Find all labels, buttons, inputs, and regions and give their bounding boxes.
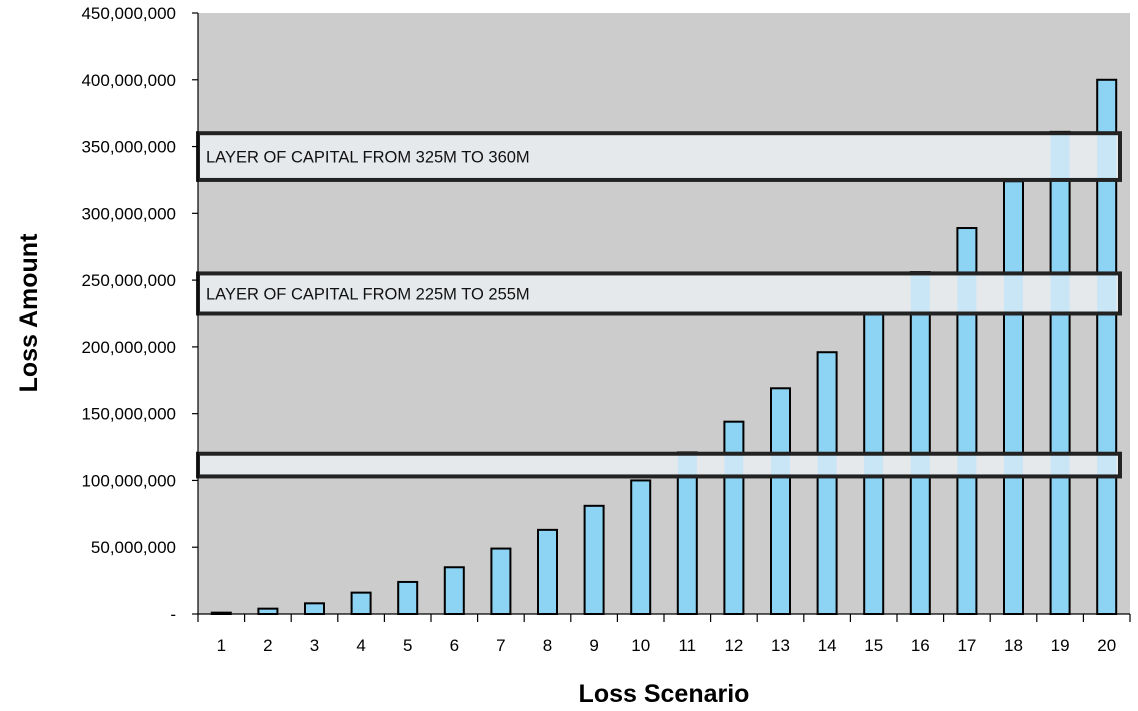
bar-13 [770, 387, 791, 616]
band-bar-segment [1050, 453, 1070, 477]
bar-4 [350, 591, 372, 616]
x-tick-label: 11 [678, 636, 696, 655]
band-bar-segment [1097, 133, 1117, 180]
bar-10 [630, 479, 652, 615]
bar-7 [490, 547, 512, 615]
y-tick-label: 250,000,000 [81, 271, 176, 290]
x-tick-label: 13 [771, 636, 790, 655]
band-bar-segment [1050, 133, 1070, 180]
x-tick-label: 3 [310, 636, 319, 655]
band-bar-segment [677, 453, 697, 477]
bar-6 [443, 566, 465, 616]
bar-14 [816, 351, 838, 615]
band-bar-segment [910, 273, 930, 314]
band-bar-segment [957, 273, 977, 314]
y-tick-label: - [170, 605, 176, 624]
band-bar-segment [1004, 273, 1023, 314]
bar-3 [304, 602, 325, 616]
x-tick-label: 5 [403, 636, 412, 655]
x-tick-label: 12 [724, 636, 743, 655]
band-bar-segment [957, 453, 977, 477]
x-tick-label: 10 [631, 636, 650, 655]
bar-8 [537, 528, 558, 615]
band-bar-segment [910, 453, 930, 477]
band-bar-segment [724, 453, 744, 477]
x-axis-ticks: 1 2 3 4 5 6 7 8 9 10 11 12 13 14 15 16 17 18 19 20 [197, 614, 1131, 655]
y-axis-title: Loss Amount [15, 233, 43, 392]
capital-layer-band-3-fill [198, 453, 1120, 477]
x-tick-label: 7 [496, 636, 505, 655]
band-bar-segment [771, 453, 790, 477]
x-tick-label: 2 [263, 636, 272, 655]
x-tick-label: 4 [356, 636, 365, 655]
band-bar-segment [1097, 273, 1117, 314]
band-bar-segment [1004, 453, 1023, 477]
x-tick-label: 14 [818, 636, 837, 655]
capital-layer-label-2: LAYER OF CAPITAL FROM 225M TO 255M [206, 285, 530, 303]
x-tick-label: 18 [1004, 636, 1023, 655]
bar-2 [257, 607, 279, 615]
band-bar-segment [864, 453, 884, 477]
y-tick-label: 100,000,000 [81, 471, 176, 490]
y-tick-label: 400,000,000 [81, 71, 176, 90]
x-tick-label: 15 [864, 636, 883, 655]
y-tick-label: 300,000,000 [81, 204, 176, 223]
capital-layer-band-1-fill [198, 133, 1120, 180]
x-axis-title: Loss Scenario [579, 680, 750, 708]
x-tick-label: 8 [543, 636, 552, 655]
x-tick-label: 16 [911, 636, 930, 655]
x-tick-label: 19 [1051, 636, 1070, 655]
x-tick-label: 17 [957, 636, 976, 655]
bar-18 [1003, 180, 1024, 615]
y-tick-label: 150,000,000 [81, 405, 176, 424]
band-bar-segment [1050, 273, 1070, 314]
bar-9 [583, 504, 605, 616]
bar-5 [397, 580, 419, 616]
y-axis-ticks: - 50,000,000 100,000,000 150,000,000 200,000… [81, 4, 198, 624]
x-tick-label: 9 [589, 636, 598, 655]
y-tick-label: 450,000,000 [81, 4, 176, 23]
bands-layer: LAYER OF CAPITAL FROM 325M TO 360M LAYER … [196, 131, 1122, 479]
x-tick-label: 1 [217, 636, 226, 655]
y-tick-label: 50,000,000 [91, 538, 176, 557]
band-bar-segment [817, 453, 837, 477]
bar-12 [723, 420, 745, 615]
y-tick-label: 350,000,000 [81, 138, 176, 157]
x-tick-label: 6 [450, 636, 459, 655]
bar-16 [909, 271, 931, 615]
y-tick-label: 200,000,000 [81, 338, 176, 357]
capital-layer-label-1: LAYER OF CAPITAL FROM 325M TO 360M [206, 149, 530, 167]
band-bar-segment [1097, 453, 1117, 477]
x-tick-label: 20 [1097, 636, 1116, 655]
bar-19 [1049, 130, 1071, 616]
